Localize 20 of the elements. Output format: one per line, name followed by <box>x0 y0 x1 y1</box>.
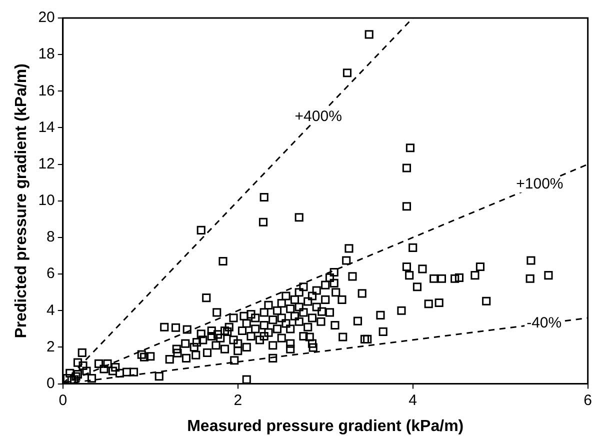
y-tick-label: 16 <box>38 82 55 100</box>
y-tick-label: 0 <box>46 374 55 392</box>
annotation: +400% <box>294 108 342 125</box>
y-tick-label: 2 <box>46 338 55 356</box>
x-tick-label: 0 <box>58 392 68 409</box>
y-tick-label: 14 <box>38 118 55 136</box>
x-tick-label: 4 <box>408 392 418 409</box>
y-tick-label: 4 <box>46 302 55 319</box>
x-tick-label: 2 <box>234 392 242 409</box>
y-tick-label: 18 <box>38 46 55 63</box>
annotation: -40% <box>526 314 562 332</box>
x-tick-label: 6 <box>584 392 592 409</box>
y-axis-title: Predicted pressure gradient (kPa/m) <box>13 64 30 338</box>
y-tick-label: 12 <box>38 155 55 172</box>
y-tick-label: 10 <box>38 192 55 210</box>
y-tick-label: 6 <box>46 265 55 282</box>
annotation: +100% <box>516 176 564 193</box>
y-tick-label: 20 <box>38 9 55 26</box>
y-tick-label: 8 <box>46 228 55 246</box>
x-axis-title: Measured pressure gradient (kPa/m) <box>187 418 464 435</box>
